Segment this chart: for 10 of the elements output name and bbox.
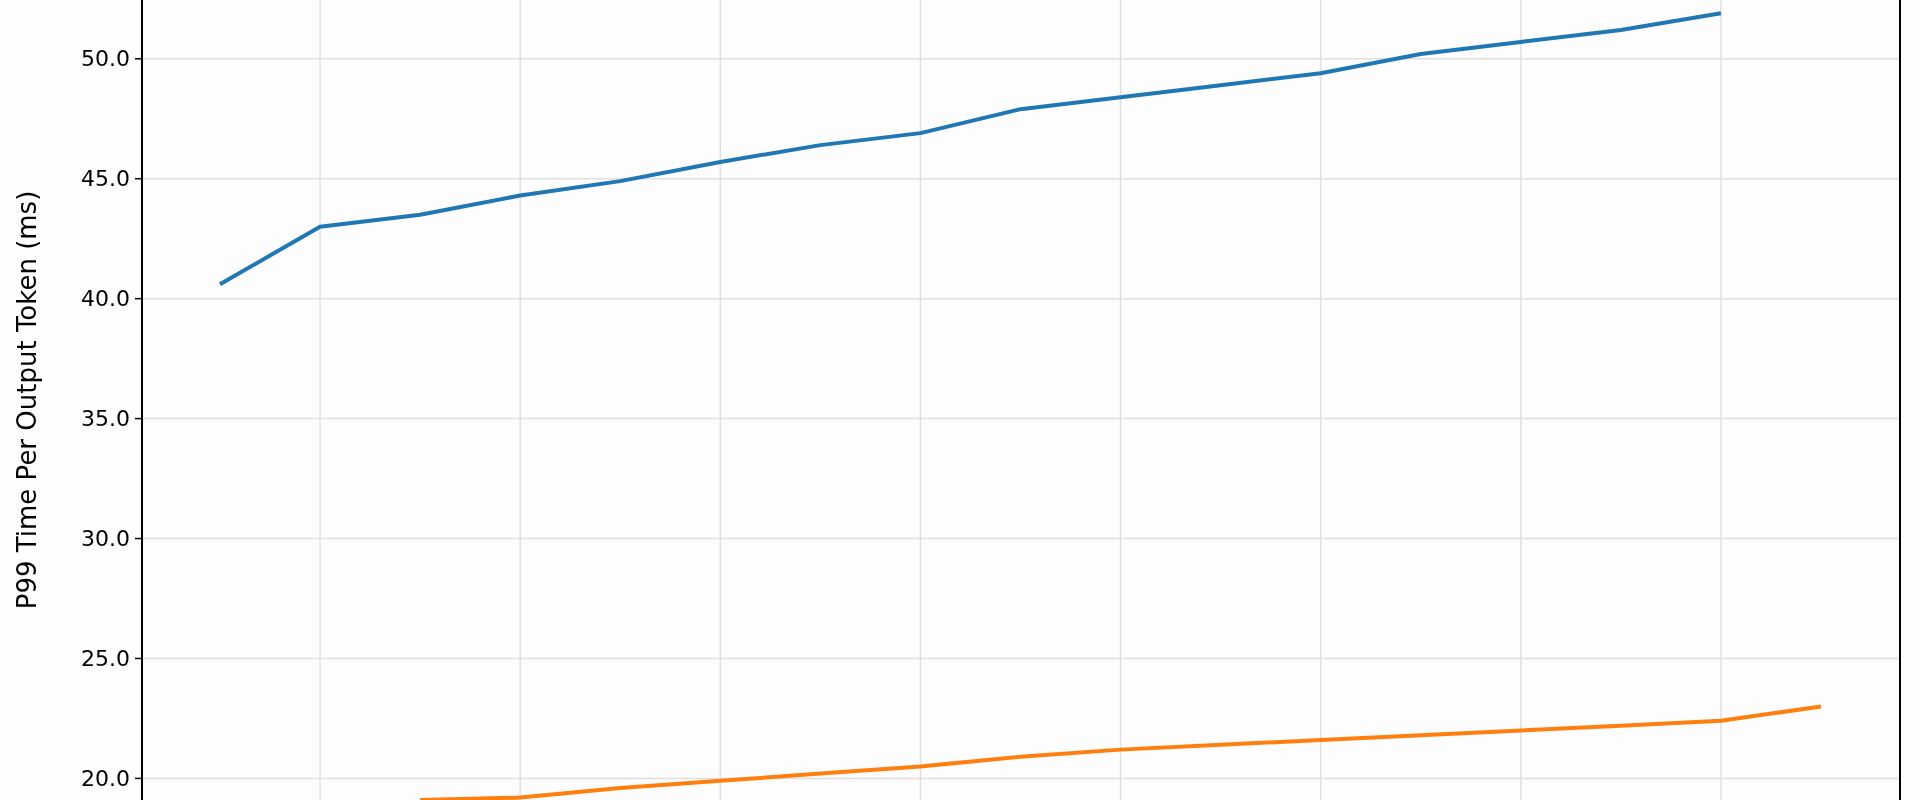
y-tick-label: 20.0 [81, 766, 130, 792]
y-tick-label: 35.0 [81, 406, 130, 432]
line-series [218, 11, 1723, 287]
line-series [418, 704, 1823, 800]
y-tick-label: 40.0 [81, 286, 130, 312]
y-tick-label: 25.0 [81, 646, 130, 672]
y-tick-label: 50.0 [81, 46, 130, 72]
y-axis-title: P99 Time Per Output Token (ms) [12, 190, 42, 610]
y-tick-label: 30.0 [81, 526, 130, 552]
y-tick-label: 45.0 [81, 166, 130, 192]
